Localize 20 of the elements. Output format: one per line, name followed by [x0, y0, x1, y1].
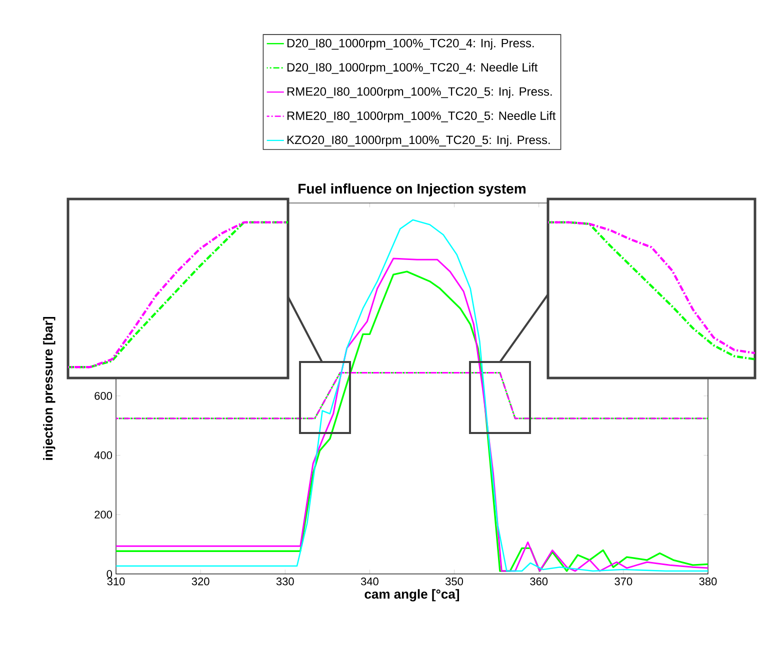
- x-tick-label: 360: [530, 578, 548, 586]
- chart-title: Fuel influence on Injection system: [298, 183, 526, 196]
- y-tick-label: 600: [94, 392, 112, 400]
- legend-label: KZO20_I80_1000rpm_100%_TC20_5: Inj. Press.: [287, 135, 550, 147]
- y-axis-title: injection pressure [bar]: [43, 316, 56, 460]
- x-tick-label: 370: [614, 578, 632, 586]
- legend-label: RME20_I80_1000rpm_100%_TC20_5: Inj. Press.: [287, 86, 552, 98]
- legend-label: D20_I80_1000rpm_100%_TC20_4: Needle Lift: [287, 62, 538, 74]
- x-tick-label: 310: [107, 578, 125, 586]
- x-tick-label: 330: [276, 578, 294, 586]
- x-tick-label: 350: [446, 578, 464, 586]
- x-tick-label: 320: [192, 578, 210, 586]
- y-tick-label: 0: [106, 570, 112, 578]
- x-tick-label: 340: [360, 578, 378, 586]
- y-tick-label: 200: [94, 510, 112, 519]
- legend-label: RME20_I80_1000rpm_100%_TC20_5: Needle Lift: [287, 111, 556, 122]
- x-axis-title: cam angle [°ca]: [364, 589, 460, 602]
- y-tick-label: 400: [94, 451, 112, 460]
- x-tick-label: 380: [699, 578, 717, 586]
- legend-label: D20_I80_1000rpm_100%_TC20_4: Inj. Press.: [287, 38, 534, 50]
